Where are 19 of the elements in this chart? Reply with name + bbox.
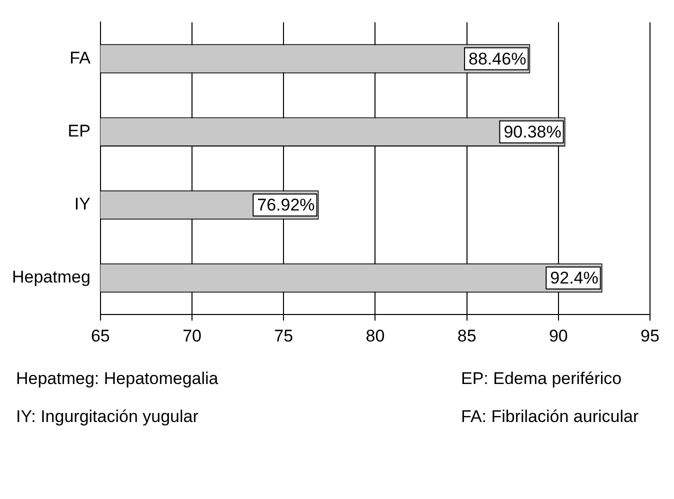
y-tick-label: FA	[70, 48, 92, 68]
text: Hepatmeg: Hepatomegalia	[16, 369, 220, 389]
data-label: 76.92%	[257, 196, 315, 215]
x-tick-label: 80	[366, 326, 385, 346]
x-tick-label: 95	[640, 326, 660, 346]
x-tick-label: 90	[548, 326, 568, 346]
x-tick-label: 85	[457, 326, 476, 346]
x-tick-label: 75	[274, 326, 294, 346]
x-tick-label: 65	[90, 326, 110, 346]
x-tick-label: 70	[182, 326, 202, 346]
text: FA: Fibrilación auricular	[460, 407, 640, 427]
y-tick-label: EP	[68, 122, 90, 141]
y-tick-label: IY	[74, 194, 90, 214]
text: IY: Ingurgitación yugular	[16, 407, 200, 427]
y-tick-label: Hepatmeg	[12, 268, 90, 287]
data-label: 88.46%	[468, 49, 526, 68]
data-label: 92.4%	[550, 268, 598, 288]
data-label: 90.38%	[504, 122, 562, 142]
text: EP: Edema periférico	[460, 369, 623, 389]
